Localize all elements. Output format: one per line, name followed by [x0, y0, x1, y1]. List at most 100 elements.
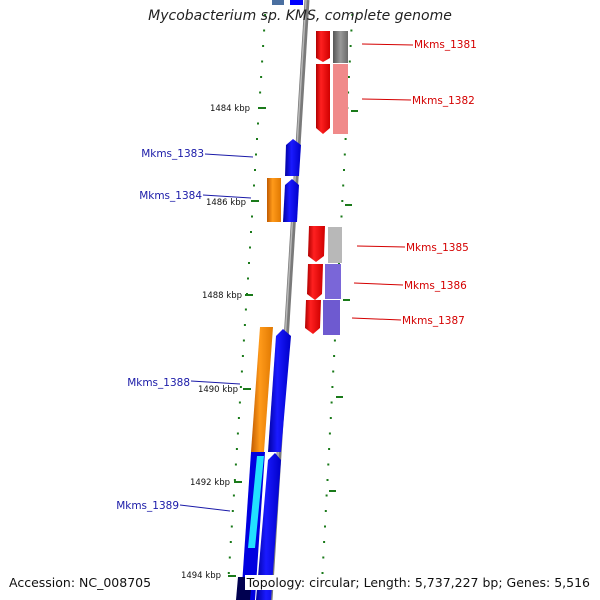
tick-dot: [347, 91, 350, 94]
gene-Mkms_1382-shading: [333, 64, 348, 134]
label-line-Mkms_1389: [179, 504, 231, 512]
tick-dot: [324, 525, 326, 528]
tick-dot: [323, 541, 326, 543]
tick-dot: [233, 479, 236, 481]
tick-dot: [348, 60, 351, 63]
gene-Mkms_1382[interactable]: [316, 64, 330, 134]
kbp-label-1492: 1492 kbp: [190, 478, 230, 488]
tick-dot: [264, 14, 267, 16]
tick-dot: [247, 277, 249, 280]
gene-Mkms_1383[interactable]: [285, 139, 301, 176]
tick-dot: [262, 45, 265, 47]
gene-label-Mkms_1384[interactable]: Mkms_1384: [139, 190, 202, 202]
tick-dot: [232, 494, 235, 497]
kbp-label-1490: 1490 kbp: [198, 385, 238, 395]
tick-dot: [325, 494, 328, 497]
gene-Mkms_1388[interactable]: [268, 329, 291, 452]
gene-Mkms_1381-shading: [333, 31, 348, 63]
tick-dot: [248, 262, 250, 264]
tick-dot: [237, 417, 240, 419]
tick-dot: [328, 432, 331, 435]
kbp-label-1488: 1488 kbp: [202, 291, 242, 301]
label-line-Mkms_1388: [190, 380, 241, 385]
tick-dot: [239, 386, 242, 388]
gene-label-Mkms_1388[interactable]: Mkms_1388: [127, 377, 190, 389]
tick-dot: [242, 339, 245, 342]
label-line-Mkms_1387: [351, 317, 402, 321]
gene-label-Mkms_1381[interactable]: Mkms_1381: [414, 39, 477, 51]
tick-dot: [230, 525, 233, 528]
tick-dot: [344, 138, 347, 140]
tick-dot: [244, 308, 247, 311]
gene-label-Mkms_1385[interactable]: Mkms_1385: [406, 242, 469, 254]
tick-dot: [341, 200, 344, 202]
label-line-Mkms_1382: [361, 98, 412, 101]
gene-Mkms_1384[interactable]: [283, 179, 299, 222]
tick-dot: [228, 556, 231, 559]
tick-dot: [249, 246, 251, 249]
tick-dot: [238, 401, 241, 404]
tick-dot: [256, 138, 258, 140]
tick-dot: [234, 463, 237, 466]
tick-dot: [260, 76, 263, 78]
kbp-label-1484: 1484 kbp: [210, 104, 250, 114]
gene-label-Mkms_1387[interactable]: Mkms_1387: [402, 315, 465, 327]
tick-dot: [327, 463, 330, 466]
tick-dot: [350, 29, 353, 32]
tick-dot: [257, 122, 259, 125]
tick-dot: [332, 370, 335, 373]
tick-dot: [250, 231, 252, 233]
gene-Mkms_1388-shading: [251, 327, 273, 452]
tick-dot: [329, 417, 332, 419]
tick-dot: [321, 572, 324, 574]
tick-dot: [235, 448, 238, 450]
gene-Mkms_1387-shading: [323, 300, 340, 335]
label-line-Mkms_1383: [204, 153, 254, 158]
tick-row-left: [227, 14, 267, 574]
tick-dot: [261, 60, 264, 63]
tick-dot: [340, 215, 343, 218]
tick-dot: [231, 510, 234, 512]
tick-dot: [333, 355, 336, 357]
tick-dot: [328, 448, 331, 450]
tick-dot: [324, 510, 327, 512]
tick-dot: [236, 432, 239, 435]
tick-dot: [259, 91, 262, 94]
accession-text: Accession: NC_008705: [9, 575, 152, 590]
gene-Mkms_1384-shading: [267, 178, 281, 222]
tick-dot: [263, 29, 266, 32]
tick-dot: [240, 370, 243, 373]
gene-label-Mkms_1389[interactable]: Mkms_1389: [116, 500, 179, 512]
gene-Mkms_1386[interactable]: [307, 264, 323, 300]
partial-feature-top-left: [272, 0, 284, 5]
label-line-Mkms_1386: [353, 282, 404, 286]
tick-dot: [322, 556, 325, 559]
gene-Mkms_1385[interactable]: [308, 226, 325, 262]
gene-Mkms_1381[interactable]: [316, 31, 330, 62]
gene-Mkms_1385-shading: [328, 227, 342, 263]
tick-dot: [229, 541, 232, 543]
gene-label-Mkms_1382[interactable]: Mkms_1382: [412, 95, 475, 107]
gene-label-Mkms_1386[interactable]: Mkms_1386: [404, 280, 467, 292]
tick-dot: [347, 76, 350, 78]
partial-feature-top-blue: [290, 0, 303, 5]
label-line-Mkms_1384: [202, 194, 252, 199]
tick-dot: [254, 169, 256, 171]
label-line-Mkms_1381: [361, 43, 414, 46]
tick-dot: [326, 479, 329, 481]
gene-Mkms_1389[interactable]: [256, 453, 281, 600]
tick-dot: [241, 355, 244, 357]
gene-Mkms_1386-shading: [325, 264, 341, 299]
tick-dot: [342, 184, 345, 187]
tick-dot: [343, 153, 346, 156]
tick-dot: [253, 184, 255, 187]
gene-Mkms_1387[interactable]: [305, 300, 321, 334]
tick-dot: [333, 339, 336, 342]
tick-dot: [331, 386, 334, 388]
tick-dot: [227, 572, 230, 574]
gene-label-Mkms_1383[interactable]: Mkms_1383: [141, 148, 204, 160]
tick-dot: [343, 169, 345, 171]
gene-Mkms_1389-highlight: [248, 456, 264, 548]
tick-dot: [243, 324, 246, 326]
